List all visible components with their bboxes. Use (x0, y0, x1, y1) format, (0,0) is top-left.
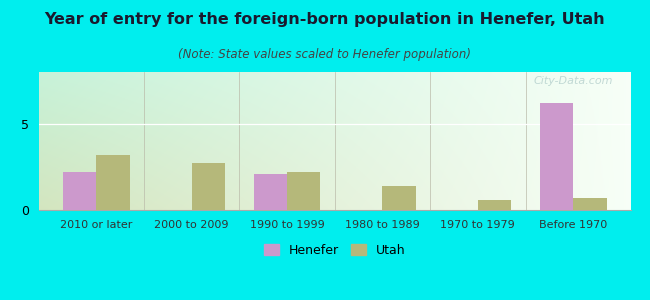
Legend: Henefer, Utah: Henefer, Utah (259, 239, 411, 262)
Bar (254, 174, 287, 210)
Bar (478, 200, 512, 210)
Bar (573, 198, 606, 210)
Text: City-Data.com: City-Data.com (533, 76, 613, 86)
Bar (287, 172, 320, 210)
Bar (96, 155, 129, 210)
Bar (192, 164, 225, 210)
Text: (Note: State values scaled to Henefer population): (Note: State values scaled to Henefer po… (179, 48, 471, 61)
Bar (63, 172, 96, 210)
Bar (540, 103, 573, 210)
Text: Year of entry for the foreign-born population in Henefer, Utah: Year of entry for the foreign-born popul… (45, 12, 605, 27)
Bar (382, 186, 416, 210)
